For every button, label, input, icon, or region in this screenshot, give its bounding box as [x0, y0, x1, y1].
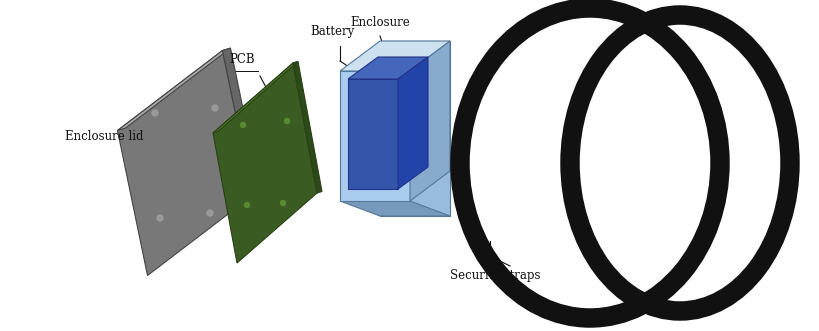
Polygon shape — [340, 201, 450, 216]
Circle shape — [212, 105, 218, 111]
Circle shape — [284, 118, 289, 123]
Text: Enclosure lid: Enclosure lid — [65, 129, 143, 143]
Text: Battery: Battery — [310, 25, 354, 38]
Polygon shape — [410, 41, 450, 201]
Polygon shape — [117, 48, 230, 130]
Polygon shape — [340, 71, 410, 201]
Polygon shape — [222, 48, 260, 196]
Circle shape — [244, 203, 249, 208]
Polygon shape — [213, 63, 317, 263]
Polygon shape — [117, 51, 252, 275]
Polygon shape — [340, 41, 450, 71]
Polygon shape — [213, 62, 297, 133]
Polygon shape — [347, 79, 397, 189]
Circle shape — [156, 215, 163, 221]
Polygon shape — [347, 57, 428, 79]
Text: Enclosure: Enclosure — [350, 16, 410, 29]
Circle shape — [240, 122, 245, 127]
Polygon shape — [292, 62, 322, 193]
Polygon shape — [397, 57, 428, 189]
Polygon shape — [379, 86, 450, 216]
Circle shape — [206, 210, 213, 216]
Text: PCB: PCB — [229, 53, 255, 66]
Circle shape — [280, 201, 285, 206]
Polygon shape — [379, 41, 450, 86]
Text: Security straps: Security straps — [450, 269, 540, 282]
Circle shape — [152, 110, 158, 116]
